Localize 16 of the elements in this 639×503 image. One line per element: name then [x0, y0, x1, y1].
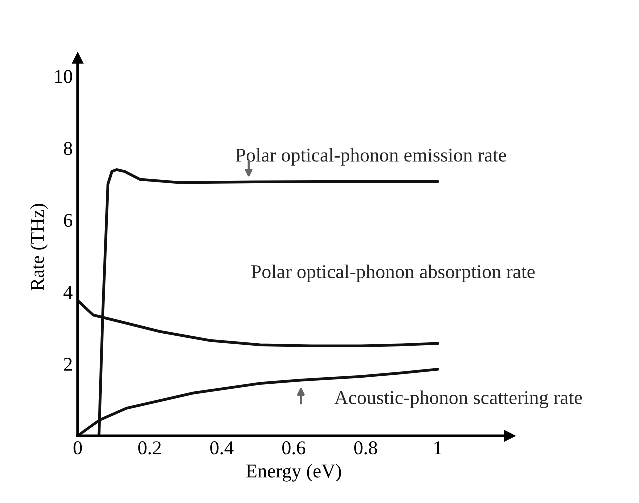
x-axis-title: Energy (eV) [246, 464, 342, 482]
y-tick-label: 2 [64, 358, 72, 371]
x-tick-label: 1 [434, 442, 442, 454]
y-tick-label: 6 [64, 214, 73, 228]
annotation: Acoustic-phonon scattering rate [334, 390, 582, 408]
x-tick-label: 0.2 [138, 442, 162, 455]
y-tick-label: 8 [64, 142, 72, 156]
x-tick-label: 0.4 [210, 442, 234, 455]
annotation: Polar optical-phonon absorption rate [252, 264, 535, 282]
y-tick-label: 4 [64, 286, 73, 299]
y-axis-title: Rate (THz) [30, 204, 48, 291]
x-tick-label: 0 [74, 442, 82, 455]
x-tick-label: 0.8 [354, 442, 378, 455]
y-tick-label: 10 [55, 70, 72, 84]
annotation: Polar optical-phonon emission rate [236, 148, 506, 166]
x-tick-label: 0.6 [282, 442, 306, 455]
